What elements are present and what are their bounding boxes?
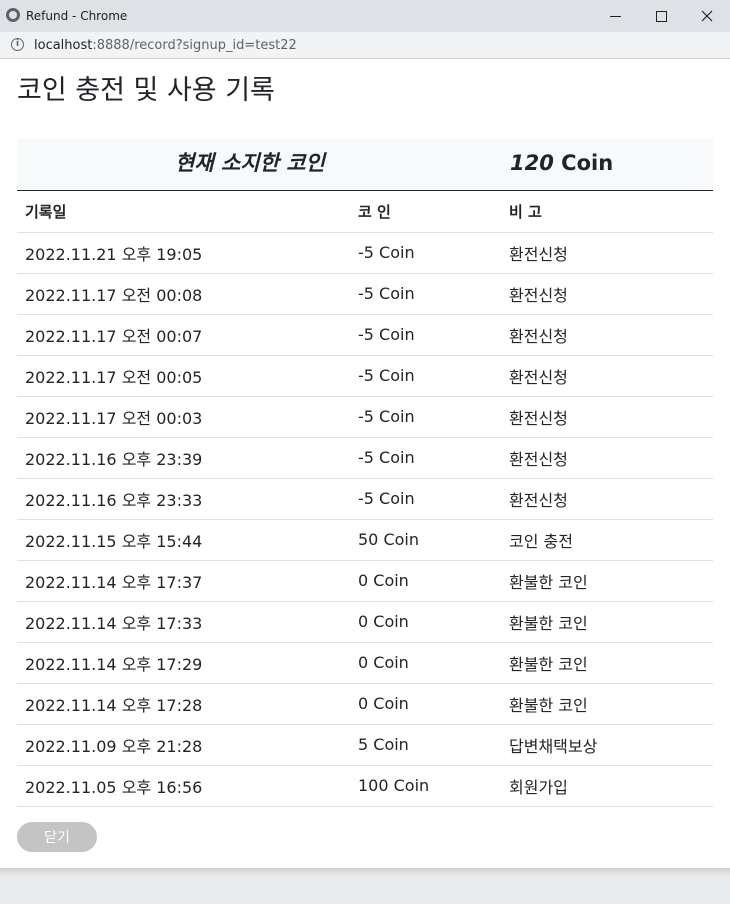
record-date: 2022.11.15 오후 15:44 — [17, 519, 350, 561]
record-coin: 0 Coin — [350, 642, 501, 684]
record-note: 환전신청 — [501, 478, 713, 520]
maximize-button[interactable] — [638, 0, 684, 32]
record-coin: 0 Coin — [350, 683, 501, 725]
record-note: 환불한 코인 — [501, 683, 713, 725]
header-coin: 코 인 — [350, 191, 501, 233]
header-date: 기록일 — [17, 191, 350, 233]
record-coin: 0 Coin — [350, 560, 501, 602]
record-note: 환전신청 — [501, 396, 713, 438]
record-note: 환전신청 — [501, 314, 713, 356]
window-backdrop — [0, 868, 730, 904]
record-date: 2022.11.16 오후 23:39 — [17, 437, 350, 479]
table-row: 2022.11.16 오후 23:39 -5 Coin 환전신청 — [17, 437, 713, 479]
record-date: 2022.11.14 오후 17:28 — [17, 683, 350, 725]
record-coin: -5 Coin — [350, 355, 501, 397]
record-date: 2022.11.21 오후 19:05 — [17, 232, 350, 274]
table-row: 2022.11.17 오전 00:07 -5 Coin 환전신청 — [17, 314, 713, 356]
table-row: 2022.11.17 오전 00:08 -5 Coin 환전신청 — [17, 273, 713, 315]
record-note: 코인 충전 — [501, 519, 713, 561]
record-note: 답변채택보상 — [501, 724, 713, 766]
record-date: 2022.11.05 오후 16:56 — [17, 765, 350, 807]
url-host: localhost — [34, 38, 93, 53]
record-coin: -5 Coin — [350, 314, 501, 356]
record-date: 2022.11.16 오후 23:33 — [17, 478, 350, 520]
record-coin: 5 Coin — [350, 724, 501, 766]
record-coin: 100 Coin — [350, 765, 501, 807]
record-date: 2022.11.14 오후 17:37 — [17, 560, 350, 602]
record-coin: -5 Coin — [350, 478, 501, 520]
record-note: 환불한 코인 — [501, 642, 713, 684]
window-titlebar: Refund - Chrome — [0, 0, 730, 32]
table-row: 2022.11.21 오후 19:05 -5 Coin 환전신청 — [17, 232, 713, 274]
record-date: 2022.11.17 오전 00:07 — [17, 314, 350, 356]
url-path: :8888/record?signup_id=test22 — [92, 38, 297, 53]
info-icon[interactable]: i — [11, 38, 24, 51]
record-date: 2022.11.14 오후 17:29 — [17, 642, 350, 684]
address-bar[interactable]: i localhost:8888/record?signup_id=test22 — [0, 32, 730, 59]
table-row: 2022.11.14 오후 17:37 0 Coin 환불한 코인 — [17, 560, 713, 602]
coin-amount: 120 — [510, 151, 554, 175]
record-date: 2022.11.14 오후 17:33 — [17, 601, 350, 643]
record-note: 환불한 코인 — [501, 560, 713, 602]
maximize-icon — [655, 10, 667, 22]
close-button[interactable]: 닫기 — [17, 822, 97, 852]
minimize-button[interactable] — [592, 0, 638, 32]
header-note: 비 고 — [501, 191, 713, 233]
window-title: Refund - Chrome — [26, 9, 128, 23]
minimize-icon — [609, 15, 621, 17]
record-coin: 50 Coin — [350, 519, 501, 561]
close-window-button[interactable] — [684, 0, 730, 32]
table-row: 2022.11.14 오후 17:28 0 Coin 환불한 코인 — [17, 683, 713, 725]
table-row: 2022.11.14 오후 17:33 0 Coin 환불한 코인 — [17, 601, 713, 643]
table-header-row: 기록일 코 인 비 고 — [17, 191, 713, 233]
close-icon — [701, 10, 713, 22]
table-row: 2022.11.05 오후 16:56 100 Coin 회원가입 — [17, 765, 713, 807]
coin-summary-value: 120 Coin — [510, 148, 613, 178]
record-note: 환전신청 — [501, 355, 713, 397]
record-date: 2022.11.17 오전 00:05 — [17, 355, 350, 397]
table-row: 2022.11.14 오후 17:29 0 Coin 환불한 코인 — [17, 642, 713, 684]
record-date: 2022.11.17 오전 00:03 — [17, 396, 350, 438]
records-body: 2022.11.21 오후 19:05 -5 Coin 환전신청 2022.11.17… — [17, 232, 713, 807]
record-note: 회원가입 — [501, 765, 713, 807]
globe-icon — [6, 8, 20, 22]
table-row: 2022.11.17 오전 00:05 -5 Coin 환전신청 — [17, 355, 713, 397]
record-coin: -5 Coin — [350, 396, 501, 438]
record-coin: 0 Coin — [350, 601, 501, 643]
record-coin: -5 Coin — [350, 437, 501, 479]
table-row: 2022.11.17 오전 00:03 -5 Coin 환전신청 — [17, 396, 713, 438]
url-text[interactable]: localhost:8888/record?signup_id=test22 — [34, 37, 297, 54]
record-date: 2022.11.09 오후 21:28 — [17, 724, 350, 766]
record-date: 2022.11.17 오전 00:08 — [17, 273, 350, 315]
record-note: 환전신청 — [501, 232, 713, 274]
table-row: 2022.11.16 오후 23:33 -5 Coin 환전신청 — [17, 478, 713, 520]
record-note: 환전신청 — [501, 437, 713, 479]
coin-summary-label: 현재 소지한 코인 — [175, 151, 325, 175]
table-row: 2022.11.09 오후 21:28 5 Coin 답변채택보상 — [17, 724, 713, 766]
coin-summary: 현재 소지한 코인 120 Coin — [17, 139, 713, 191]
record-note: 환불한 코인 — [501, 601, 713, 643]
record-note: 환전신청 — [501, 273, 713, 315]
table-row: 2022.11.15 오후 15:44 50 Coin 코인 충전 — [17, 519, 713, 561]
page-content: 코인 충전 및 사용 기록 현재 소지한 코인 120 Coin 기록일 코 인… — [0, 60, 730, 868]
coin-unit: Coin — [561, 151, 614, 175]
record-coin: -5 Coin — [350, 273, 501, 315]
record-coin: -5 Coin — [350, 232, 501, 274]
page-title: 코인 충전 및 사용 기록 — [17, 75, 275, 106]
records-table: 기록일 코 인 비 고 2022.11.21 오후 19:05 -5 Coin 환전… — [17, 191, 713, 807]
